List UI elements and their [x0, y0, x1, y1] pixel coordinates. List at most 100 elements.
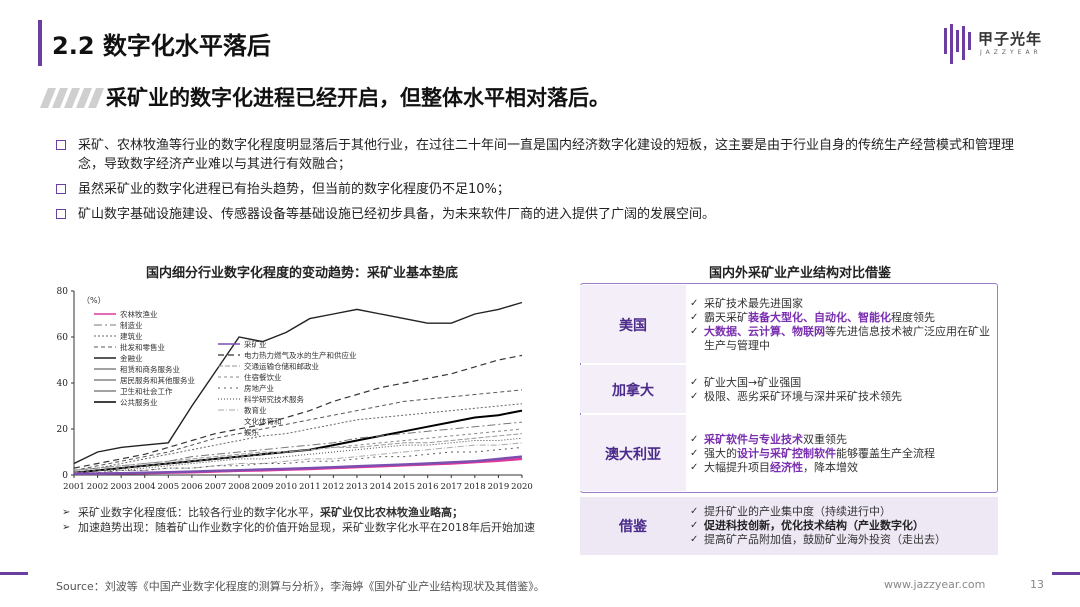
- y-tick-label: 60: [57, 333, 69, 343]
- item-text: 等先进信息技术被广泛应用在矿业生产与管理中: [704, 325, 990, 352]
- y-axis-label: （%）: [82, 296, 106, 305]
- note-item: ➢ 加速趋势出现：随着矿山作业数字化的价值开始显现，采矿业数字化水平在2018年…: [62, 520, 552, 535]
- region-item: ✓ 采矿软件与专业技术双重领先: [690, 433, 990, 447]
- arrow-right-icon: ➢: [62, 507, 71, 518]
- item-text: 极限、恶劣采矿环境与深井采矿技术领先: [704, 390, 902, 403]
- bullet-text: 虽然采矿业的数字化进程已有抬头趋势，但当前的数字化程度仍不足10%；: [78, 182, 510, 197]
- region-label-band: [580, 285, 686, 363]
- check-icon: ✓: [690, 448, 699, 459]
- item-text: 提升矿业的产业集中度（持续进行中）: [704, 505, 891, 518]
- note-item: ➢ 采矿业数字化程度低：比较各行业的数字化水平，采矿业仅比农林牧渔业略高；: [62, 505, 552, 520]
- series-line: [73, 433, 523, 471]
- item-text: 大数据、云计算、物联网: [704, 325, 825, 338]
- bullet-item: 采矿、农林牧渔等行业的数字化程度明显落后于其他行业，在过往二十年间一直是国内经济…: [56, 136, 1036, 174]
- region-label-band: [580, 365, 686, 413]
- legend-label: 制造业: [120, 320, 143, 330]
- legend-label: 教育业: [244, 405, 267, 415]
- legend-label: 批发和零售业: [120, 342, 165, 352]
- arrow-right-icon: ➢: [62, 522, 71, 533]
- series-line: [73, 421, 523, 471]
- legend-label: 金融业: [120, 353, 143, 363]
- item-text: 能够覆盖生产全流程: [836, 447, 935, 460]
- x-tick-label: 2009: [252, 482, 274, 492]
- x-tick-label: 2008: [228, 482, 250, 492]
- bullet-square-icon: [56, 209, 66, 219]
- item-text: 大幅提升项目: [704, 461, 770, 474]
- x-tick-label: 2020: [511, 482, 533, 492]
- footer-accent-right: [1052, 572, 1080, 575]
- x-tick-label: 2019: [488, 482, 510, 492]
- region-items: ✓ 采矿软件与专业技术双重领先 ✓ 强大的设计与采矿控制软件能够覆盖生产全流程 ✓ 大幅提…: [690, 433, 990, 475]
- region-item: ✓ 大幅提升项目经济性，降本增效: [690, 461, 990, 475]
- legend-label: 公共服务业: [120, 397, 158, 407]
- legend-label: 科学研究技术服务: [244, 394, 304, 404]
- region-items: ✓ 提升矿业的产业集中度（持续进行中） ✓ 促进科技创新，优化技术结构（产业数字化） ✓…: [690, 505, 990, 547]
- region-items: ✓ 矿业大国→矿业强国 ✓ 极限、恶劣采矿环境与深井采矿技术领先: [690, 376, 990, 404]
- y-tick-label: 20: [57, 425, 69, 435]
- check-icon: ✓: [690, 434, 699, 445]
- comparison-title: 国内外采矿业产业结构对比借鉴: [708, 266, 891, 281]
- website-url: www.jazzyear.com: [884, 578, 986, 591]
- series-line: [74, 442, 523, 474]
- region-item: ✓ 促进科技创新，优化技术结构（产业数字化）: [690, 519, 990, 533]
- item-text: 经济性: [770, 461, 803, 474]
- x-tick-label: 2016: [417, 482, 439, 492]
- x-tick-label: 2012: [323, 482, 345, 492]
- series-line: [73, 354, 523, 469]
- x-tick-label: 2006: [181, 482, 203, 492]
- check-icon: ✓: [690, 312, 699, 323]
- item-text: 霸天采矿: [704, 311, 748, 324]
- item-text: ，降本增效: [803, 461, 858, 474]
- series-line: [73, 389, 523, 471]
- bullet-item: 虽然采矿业的数字化进程已有抬头趋势，但当前的数字化程度仍不足10%；: [56, 180, 1036, 199]
- check-icon: ✓: [690, 391, 699, 402]
- bullet-square-icon: [56, 184, 66, 194]
- bullet-text: 采矿、农林牧渔等行业的数字化程度明显落后于其他行业，在过往二十年间一直是国内经济…: [78, 138, 1015, 172]
- bullet-item: 矿山数字基础设施建设、传感器设备等基础设施已经初步具备，为未来软件厂商的进入提供…: [56, 205, 1036, 224]
- note-text: 采矿业数字化程度低：比较各行业的数字化水平，: [78, 506, 320, 519]
- region-label: 加拿大: [612, 383, 654, 399]
- check-icon: ✓: [690, 377, 699, 388]
- note-text: 加速趋势出现：随着矿山作业数字化的价值开始显现，采矿业数字化水平在2018年后开…: [78, 521, 535, 534]
- subtitle-stripes-icon: [40, 88, 104, 108]
- y-tick-label: 80: [57, 287, 69, 297]
- x-tick-label: 2013: [346, 482, 368, 492]
- legend-label: 农林牧渔业: [120, 309, 158, 319]
- bullet-text: 矿山数字基础设施建设、传感器设备等基础设施已经初步具备，为未来软件厂商的进入提供…: [78, 207, 716, 222]
- title-accent-bar: [38, 20, 42, 66]
- x-tick-label: 2018: [464, 482, 486, 492]
- logo-bars-icon: [944, 24, 971, 64]
- item-text: 程度领先: [891, 311, 935, 324]
- bullet-square-icon: [56, 140, 66, 150]
- logo-subtext: JAZZYEAR: [980, 49, 1042, 56]
- region-item: ✓ 大数据、云计算、物联网等先进信息技术被广泛应用在矿业生产与管理中: [690, 325, 990, 353]
- logo-text: 甲子光年: [978, 30, 1043, 48]
- chart-notes: ➢ 采矿业数字化程度低：比较各行业的数字化水平，采矿业仅比农林牧渔业略高； ➢ …: [62, 505, 552, 535]
- legend-label: 卫生和社会工作: [120, 386, 173, 396]
- y-tick-label: 40: [57, 379, 69, 389]
- x-tick-label: 2007: [205, 482, 227, 492]
- legend-label: 交通运输仓储和邮政业: [244, 361, 319, 371]
- legend-label: 娱乐: [244, 427, 259, 437]
- series-line: [73, 301, 523, 465]
- x-tick-label: 2014: [370, 482, 392, 492]
- source-citation: Source：刘波等《中国产业数字化程度的测算与分析》，李海婷《国外矿业产业结构…: [56, 580, 545, 593]
- page-number: 13: [1030, 578, 1044, 591]
- item-text: 矿业大国→矿业强国: [704, 376, 802, 389]
- region-item: ✓ 矿业大国→矿业强国: [690, 376, 990, 390]
- series-line: [73, 455, 523, 476]
- item-text: 设计与采矿控制软件: [737, 447, 836, 460]
- check-icon: ✓: [690, 506, 699, 517]
- region-label: 澳大利亚: [605, 447, 661, 463]
- legend-label: 居民服务和其他服务业: [120, 375, 195, 385]
- legend-label: 文化体育和: [244, 416, 282, 426]
- x-tick-label: 2015: [393, 482, 415, 492]
- x-tick-label: 2005: [157, 482, 179, 492]
- check-icon: ✓: [690, 298, 699, 309]
- item-text: 强大的: [704, 447, 737, 460]
- check-icon: ✓: [690, 520, 699, 531]
- legend-label: 住宿餐饮业: [244, 372, 282, 382]
- region-item: ✓ 提高矿产品附加值，鼓励矿业海外投资（走出去）: [690, 533, 990, 547]
- note-bold-text: 采矿业仅比农林牧渔业略高；: [320, 506, 463, 519]
